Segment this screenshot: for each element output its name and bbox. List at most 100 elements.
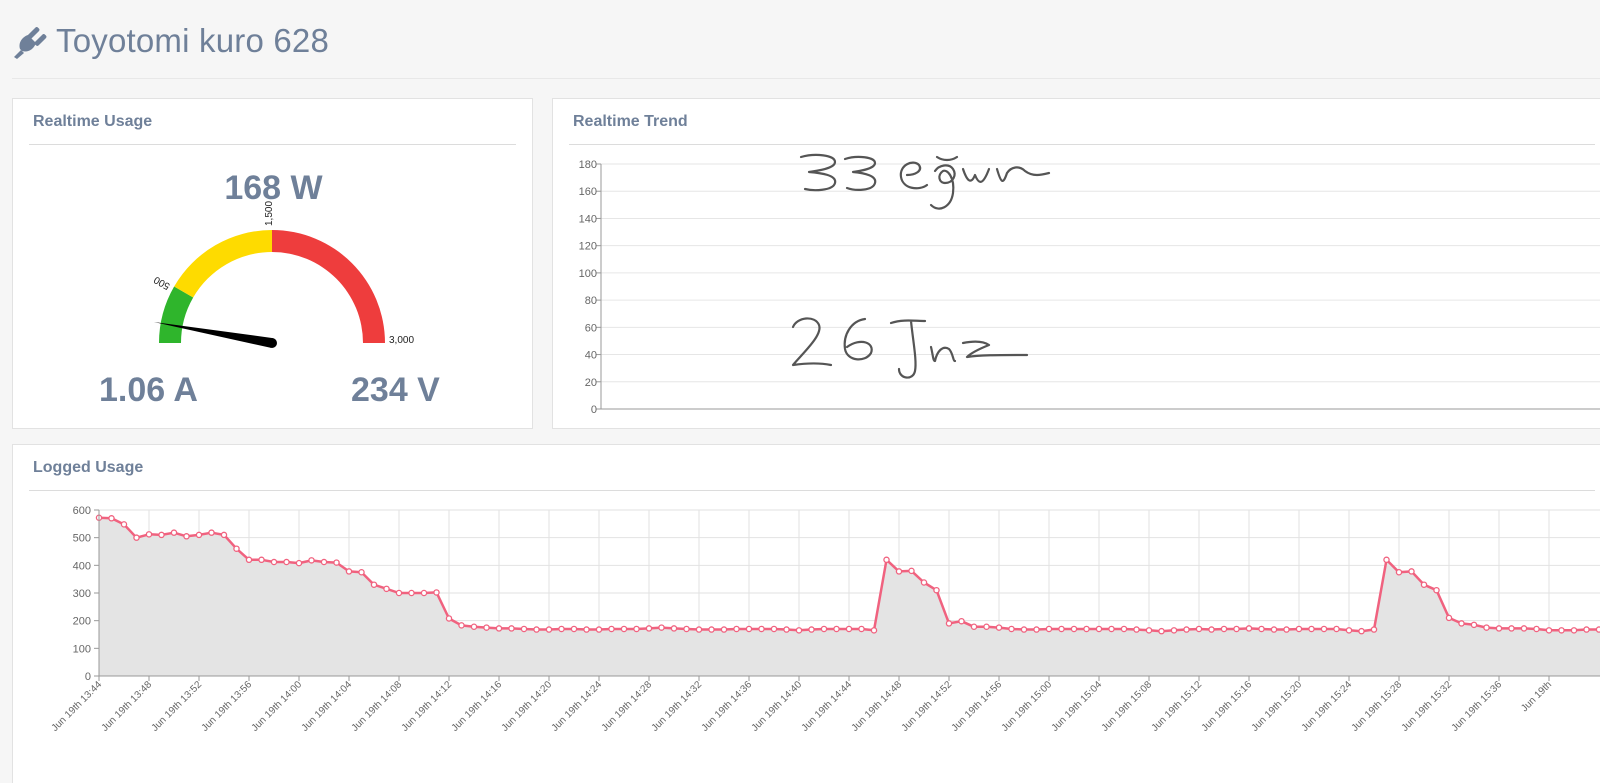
handwriting-stroke: [899, 161, 929, 190]
usage-point: [945, 620, 953, 627]
realtime-usage-panel: Realtime Usage 168 W 500 1,500 3,000 1.06 …: [12, 98, 533, 429]
x-tick-label: Jun 19th 15:24: [1300, 679, 1355, 734]
usage-point: [720, 626, 728, 633]
usage-point: [370, 581, 378, 588]
usage-point: [1345, 627, 1353, 634]
x-tick-label: Jun 19th 14:08: [350, 679, 405, 734]
x-tick-label: Jun 19th 14:16: [450, 679, 505, 734]
usage-point: [958, 617, 965, 625]
handwriting-stroke: [843, 155, 877, 191]
usage-point: [1133, 626, 1140, 633]
usage-point: [1458, 620, 1465, 627]
usage-point: [695, 626, 703, 633]
usage-point: [1383, 556, 1390, 564]
usage-point: [620, 625, 628, 633]
handwriting-scribble: [791, 153, 1051, 379]
usage-point: [295, 559, 303, 567]
usage-point: [508, 625, 515, 632]
usage-point: [733, 625, 740, 633]
usage-point: [270, 558, 278, 566]
usage-point: [895, 568, 903, 575]
usage-point: [1320, 625, 1328, 633]
usage-point: [558, 625, 565, 633]
x-tick-label: Jun 19th 14:28: [600, 679, 655, 734]
usage-point: [670, 625, 678, 632]
y-tick-label: 20: [585, 377, 597, 389]
x-tick-label: Jun 19th 15:20: [1250, 679, 1305, 734]
x-tick-label: Jun 19th 14:00: [250, 679, 305, 734]
usage-point: [995, 624, 1003, 631]
usage-point: [1183, 626, 1190, 633]
usage-point: [358, 569, 365, 576]
usage-point: [758, 625, 765, 633]
usage-point: [1508, 625, 1515, 632]
x-tick-label: Jun 19th 13:44: [50, 679, 105, 734]
usage-point: [808, 626, 815, 633]
usage-point: [1020, 626, 1028, 633]
x-tick-label: Jun 19th 15:32: [1400, 679, 1455, 734]
usage-point: [908, 567, 915, 575]
usage-point: [308, 557, 315, 564]
usage-point: [1420, 581, 1428, 588]
usage-point: [495, 625, 503, 632]
plug-icon: [14, 27, 47, 59]
y-tick-label: 40: [585, 350, 597, 362]
usage-point: [408, 589, 415, 597]
y-tick-label: 0: [85, 671, 91, 683]
usage-point: [320, 558, 328, 566]
y-tick-label: 180: [579, 159, 597, 171]
x-tick-label: Jun 19th 15:36: [1450, 679, 1505, 734]
usage-point: [245, 556, 253, 564]
handwriting-stroke: [995, 166, 1051, 182]
gauge-band-2: [272, 230, 385, 343]
usage-point: [1008, 625, 1015, 633]
usage-point: [1045, 625, 1053, 633]
x-tick-label: Jun 19th 14:04: [300, 679, 355, 734]
handwriting-stroke: [935, 155, 959, 162]
usage-point: [1408, 568, 1415, 575]
panel-title: Realtime Usage: [33, 113, 153, 130]
usage-point: [133, 534, 140, 541]
power-gauge: 500 1,500 3,000: [152, 201, 414, 348]
x-tick-label: Jun 19th 14:12: [400, 679, 455, 734]
gauge-tick-label: 500: [152, 273, 172, 291]
usage-point: [595, 626, 603, 633]
x-tick-label: Jun 19th 13:56: [200, 679, 255, 734]
usage-point: [870, 627, 878, 634]
usage-point: [658, 624, 665, 631]
usage-point: [783, 626, 790, 633]
usage-point: [1170, 627, 1178, 634]
usage-point: [1195, 625, 1203, 633]
usage-point: [845, 625, 853, 633]
y-tick-label: 120: [579, 241, 597, 253]
realtime-trend-panel: Realtime Trend 180 160 140 120 100 80 60 40 20 0: [552, 98, 1600, 429]
usage-point: [158, 531, 165, 539]
usage-point: [770, 625, 778, 633]
usage-point: [470, 623, 478, 631]
usage-point: [1433, 586, 1440, 594]
usage-point: [820, 625, 828, 633]
x-tick-label: Jun 19th 14:52: [900, 679, 955, 734]
usage-point: [795, 627, 803, 634]
y-tick-label: 500: [73, 533, 91, 545]
usage-point: [433, 589, 440, 596]
realtime-trend-chart: 180 160 140 120 100 80 60 40 20 0: [579, 153, 1600, 416]
header-divider: [12, 78, 1600, 79]
usage-point: [970, 623, 978, 631]
y-tick-label: 200: [73, 616, 91, 628]
y-tick-label: 300: [73, 588, 91, 600]
handwriting-stroke: [889, 319, 927, 379]
usage-point: [645, 625, 653, 632]
y-tick-label: 100: [579, 268, 597, 280]
usage-point: [1470, 621, 1478, 629]
usage-point: [858, 625, 865, 633]
usage-point: [983, 623, 990, 631]
usage-point: [183, 533, 190, 540]
x-tick-label: Jun 19th 14:32: [650, 679, 705, 734]
volts-readout: 234 V: [351, 371, 440, 409]
panel-divider: [29, 144, 516, 145]
usage-point: [445, 615, 453, 622]
usage-point: [1145, 627, 1153, 634]
usage-point: [520, 625, 528, 633]
